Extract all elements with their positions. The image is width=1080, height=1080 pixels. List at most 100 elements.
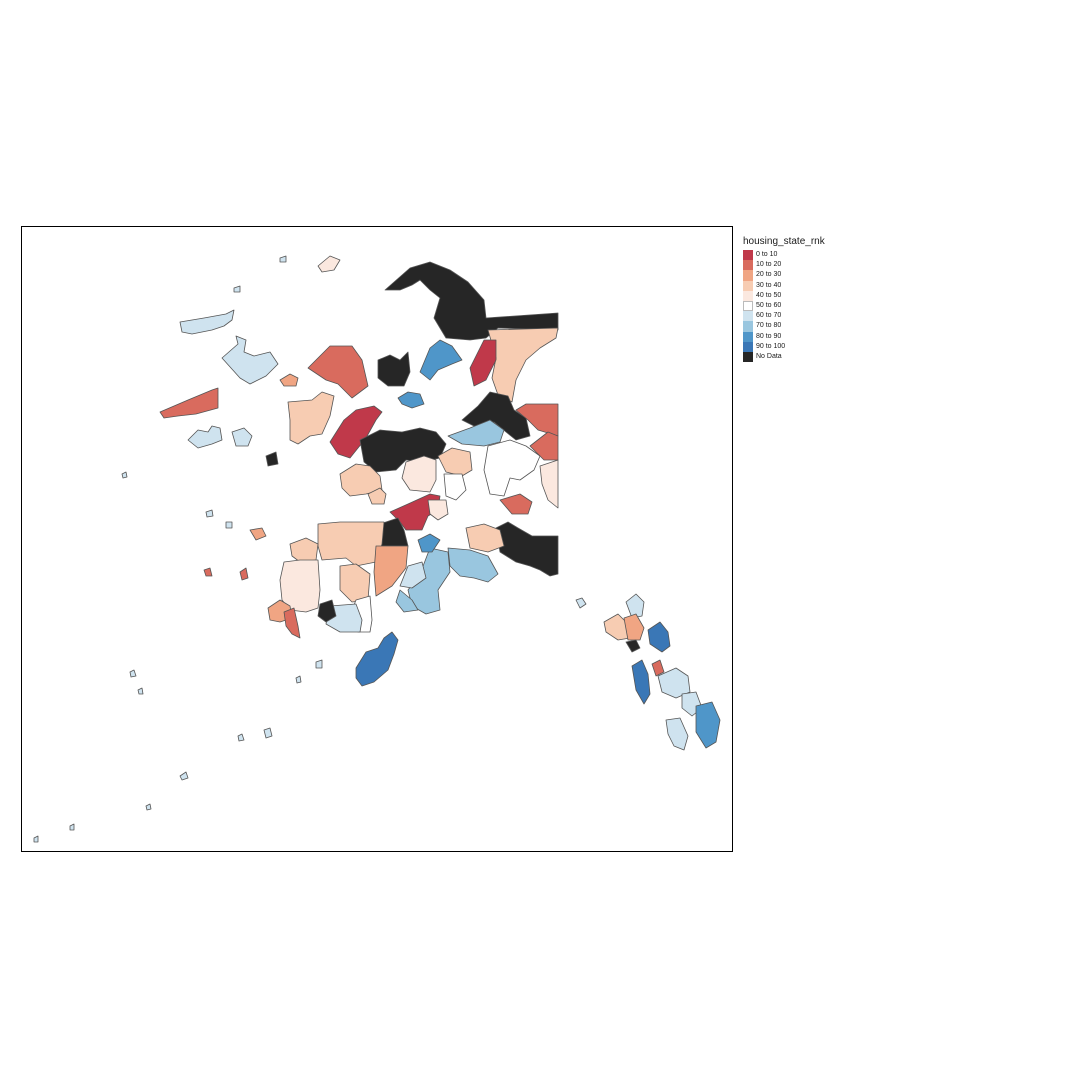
region-shape (443, 473, 467, 501)
region-shape (239, 567, 249, 581)
region-shape (317, 521, 385, 567)
legend-label: 10 to 20 (756, 261, 782, 269)
region-shape (339, 563, 371, 603)
region-shape (283, 607, 301, 639)
region-shape (263, 727, 273, 739)
region-shape (447, 547, 499, 583)
region-shape (295, 675, 302, 684)
legend-title: housing_state_rnk (743, 236, 825, 247)
region-shape (233, 285, 241, 293)
legend-label: 70 to 80 (756, 322, 782, 330)
region-shape (377, 351, 411, 387)
region-shape (249, 527, 267, 541)
region-shape (279, 373, 299, 387)
region-shape (355, 631, 399, 687)
region-shape (539, 459, 559, 509)
legend-label: 80 to 90 (756, 332, 782, 340)
region-shape (437, 447, 473, 477)
region-shape (203, 567, 213, 577)
legend-label: 60 to 70 (756, 312, 782, 320)
legend-item: 80 to 90 (743, 331, 825, 342)
legend-items: 0 to 10 10 to 20 20 to 30 30 to 40 40 to… (743, 250, 825, 363)
region-shape (651, 659, 665, 677)
legend-label: 90 to 100 (756, 342, 786, 350)
region-shape (665, 717, 689, 751)
region-shape (399, 561, 427, 589)
legend-item: 30 to 40 (743, 280, 825, 291)
region-shape (417, 533, 441, 553)
region-shape (289, 537, 319, 563)
region-shape (315, 659, 323, 669)
region-shape (465, 523, 505, 553)
region-shape (265, 451, 279, 467)
legend-item: 70 to 80 (743, 321, 825, 332)
region-shape (427, 499, 449, 521)
legend-swatch (743, 260, 753, 271)
region-shape (187, 425, 223, 449)
region-shape (121, 471, 128, 479)
region-shape (397, 391, 425, 409)
legend-swatch (743, 341, 753, 352)
legend-label: 0 to 10 (756, 251, 778, 259)
region-shape (499, 493, 533, 515)
legend-swatch (743, 270, 753, 281)
region-shape (483, 439, 541, 497)
region-shape (395, 589, 419, 613)
region-shape (623, 613, 645, 641)
region-shape (179, 771, 189, 781)
region-shape (307, 345, 369, 399)
legend-label: 40 to 50 (756, 291, 782, 299)
legend-swatch (743, 250, 753, 261)
region-shape (145, 803, 152, 811)
region-shape (317, 255, 341, 273)
legend-swatch (743, 321, 753, 332)
region-shape (287, 391, 335, 445)
region-shape (69, 823, 75, 831)
map-legend: housing_state_rnk 0 to 10 10 to 20 20 to… (743, 236, 825, 363)
region-shape (221, 335, 279, 385)
legend-item: 60 to 70 (743, 311, 825, 322)
region-shape (225, 521, 233, 529)
region-shape (279, 559, 321, 613)
region-shape (575, 597, 587, 609)
region-shape (231, 427, 253, 447)
region-shape (447, 419, 505, 447)
region-shape (487, 327, 559, 403)
region-shape (529, 431, 559, 461)
region-shape (631, 659, 651, 705)
legend-swatch (743, 351, 753, 363)
region-shape (129, 669, 137, 678)
region-shape (33, 835, 39, 843)
region-shape (469, 339, 497, 387)
legend-item: 50 to 60 (743, 300, 825, 312)
region-shape (317, 599, 337, 623)
region-shape (279, 255, 287, 263)
region-shape (373, 545, 409, 597)
legend-swatch (743, 300, 753, 312)
legend-swatch (743, 331, 753, 342)
region-shape (401, 455, 437, 493)
region-shape (419, 339, 463, 381)
legend-label: 30 to 40 (756, 281, 782, 289)
legend-item: 40 to 50 (743, 290, 825, 301)
legend-item: 0 to 10 (743, 250, 825, 261)
region-shape (159, 387, 219, 419)
legend-swatch (743, 290, 753, 301)
region-shape (625, 639, 641, 653)
legend-swatch (743, 280, 753, 291)
region-shape (647, 621, 671, 653)
region-shape (179, 309, 235, 335)
legend-label: No Data (756, 352, 782, 360)
region-shape (137, 687, 144, 695)
legend-label: 50 to 60 (756, 302, 782, 310)
region-shape (657, 667, 691, 699)
legend-item: 20 to 30 (743, 270, 825, 281)
legend-swatch (743, 311, 753, 322)
legend-item: 90 to 100 (743, 341, 825, 352)
legend-label: 20 to 30 (756, 271, 782, 279)
region-shape (329, 405, 383, 459)
legend-item: No Data (743, 351, 825, 363)
region-shape (495, 521, 559, 577)
region-shape (367, 487, 387, 505)
